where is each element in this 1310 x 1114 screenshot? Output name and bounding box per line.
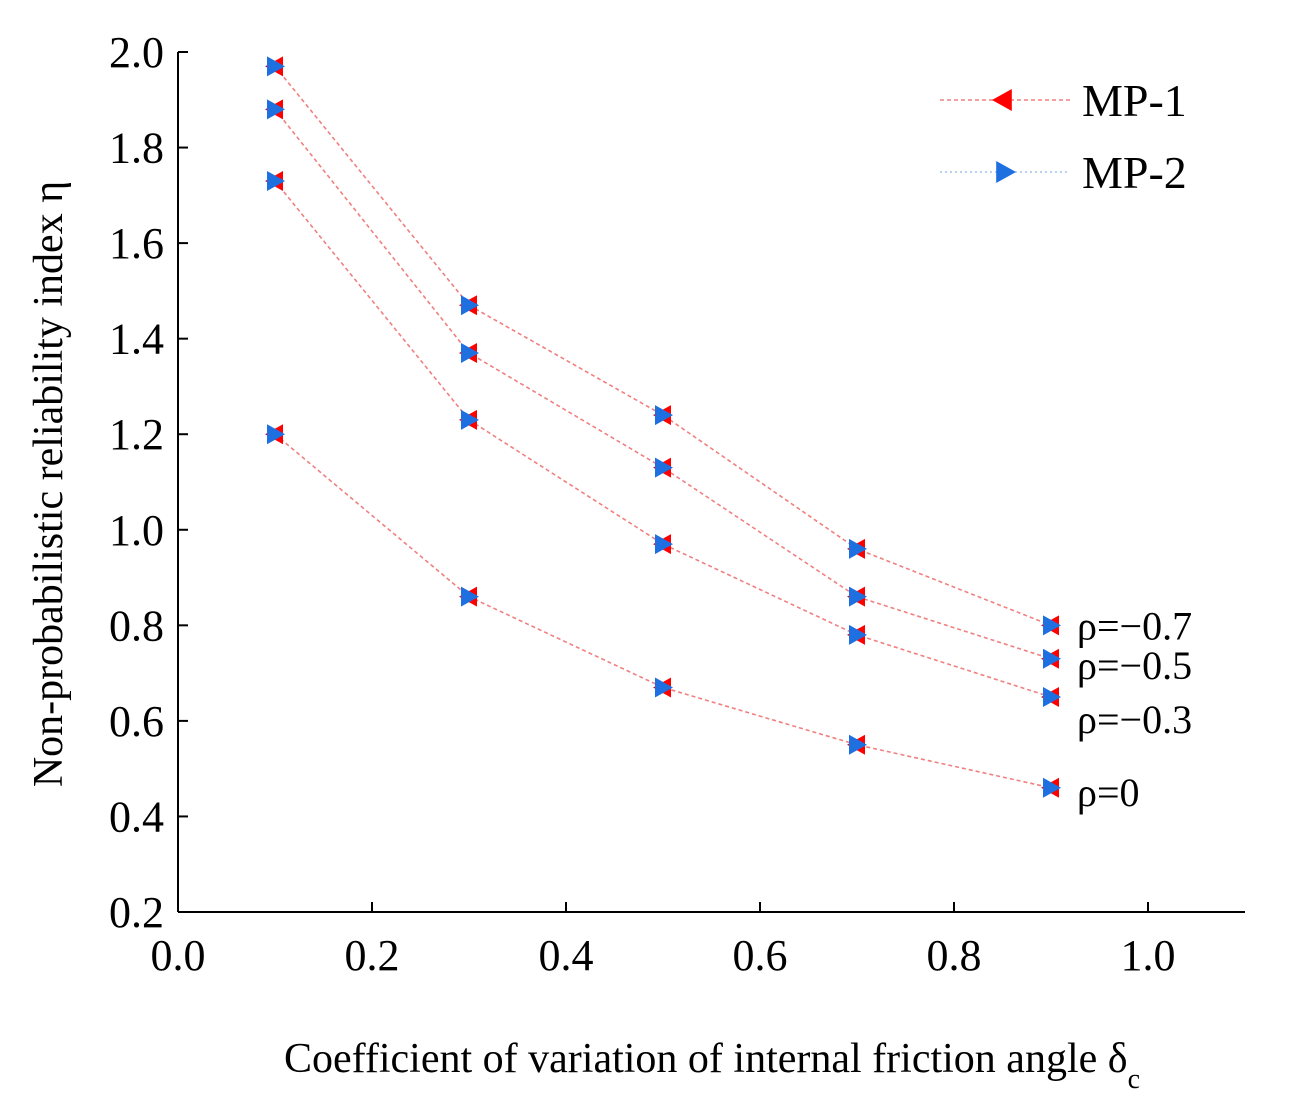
mp2-point — [655, 677, 673, 698]
legend-label: MP-2 — [1082, 147, 1187, 198]
legend-item-mp-2: MP-2 — [940, 147, 1187, 198]
rho-label: ρ=−0.5 — [1077, 643, 1192, 688]
mp2-point — [849, 538, 867, 559]
y-tick-label: 0.6 — [109, 697, 164, 746]
x-axis-label: Coefficient of variation of internal fri… — [284, 1036, 1140, 1095]
legend-marker — [992, 89, 1012, 111]
series-line — [274, 180, 1052, 698]
legend-label: MP-1 — [1082, 75, 1187, 126]
series-0-7 — [265, 56, 1061, 636]
y-tick-label: 2.0 — [109, 28, 164, 77]
axes: 0.0 0.2 0.4 0.6 0.8 1.00.20.40.60.81.01.21.41… — [109, 28, 1245, 980]
y-tick-label: 1.2 — [109, 410, 164, 459]
y-tick-label: 1.6 — [109, 219, 164, 268]
rho-label: ρ=0 — [1077, 770, 1140, 815]
series-0 — [265, 424, 1061, 798]
mp2-point — [1043, 648, 1061, 669]
mp2-point — [267, 99, 285, 120]
mp2-point — [849, 624, 867, 645]
y-axis-label: Non-probabilistic reliability index η — [26, 181, 72, 787]
legend-item-mp-1: MP-1 — [940, 75, 1187, 126]
mp2-point — [461, 409, 479, 430]
x-tick-label: 0.8 — [927, 931, 982, 980]
series-line — [274, 433, 1052, 789]
series-0-3 — [265, 171, 1061, 707]
x-tick-label: 1.0 — [1121, 931, 1176, 980]
x-tick-label: 0.2 — [345, 931, 400, 980]
series-0-5 — [265, 99, 1061, 669]
mp2-point — [1043, 777, 1061, 798]
rho-label: ρ=−0.7 — [1077, 603, 1192, 648]
mp2-point — [1043, 615, 1061, 636]
mp2-point — [655, 405, 673, 426]
y-tick-label: 0.8 — [109, 601, 164, 650]
mp2-point — [655, 534, 673, 555]
mp2-point — [267, 424, 285, 445]
mp2-point — [267, 171, 285, 191]
mp2-point — [461, 295, 479, 316]
y-tick-label: 1.4 — [109, 315, 164, 364]
y-tick-label: 0.4 — [109, 792, 164, 841]
series-layer: ρ=−0.7ρ=−0.5 ρ=−0.3 ρ=0 — [265, 56, 1192, 815]
mp2-point — [849, 586, 867, 607]
mp2-point — [849, 734, 867, 755]
x-tick-label: 0.4 — [539, 931, 594, 980]
mp2-point — [655, 457, 673, 478]
rho-label: ρ=−0.3 — [1077, 697, 1192, 742]
legend: MP-1 MP-2 — [940, 75, 1187, 198]
legend-marker — [996, 161, 1016, 183]
mp2-point — [1043, 687, 1061, 707]
y-tick-label: 1.0 — [109, 506, 164, 555]
series-line — [274, 65, 1052, 627]
series-line — [274, 108, 1052, 660]
y-tick-label: 1.8 — [109, 124, 164, 173]
x-tick-label: 0.0 — [151, 931, 206, 980]
mp2-point — [461, 343, 479, 363]
y-tick-label: 0.2 — [109, 888, 164, 937]
mp2-point — [267, 56, 285, 77]
x-tick-label: 0.6 — [733, 931, 788, 980]
mp2-point — [461, 586, 479, 607]
